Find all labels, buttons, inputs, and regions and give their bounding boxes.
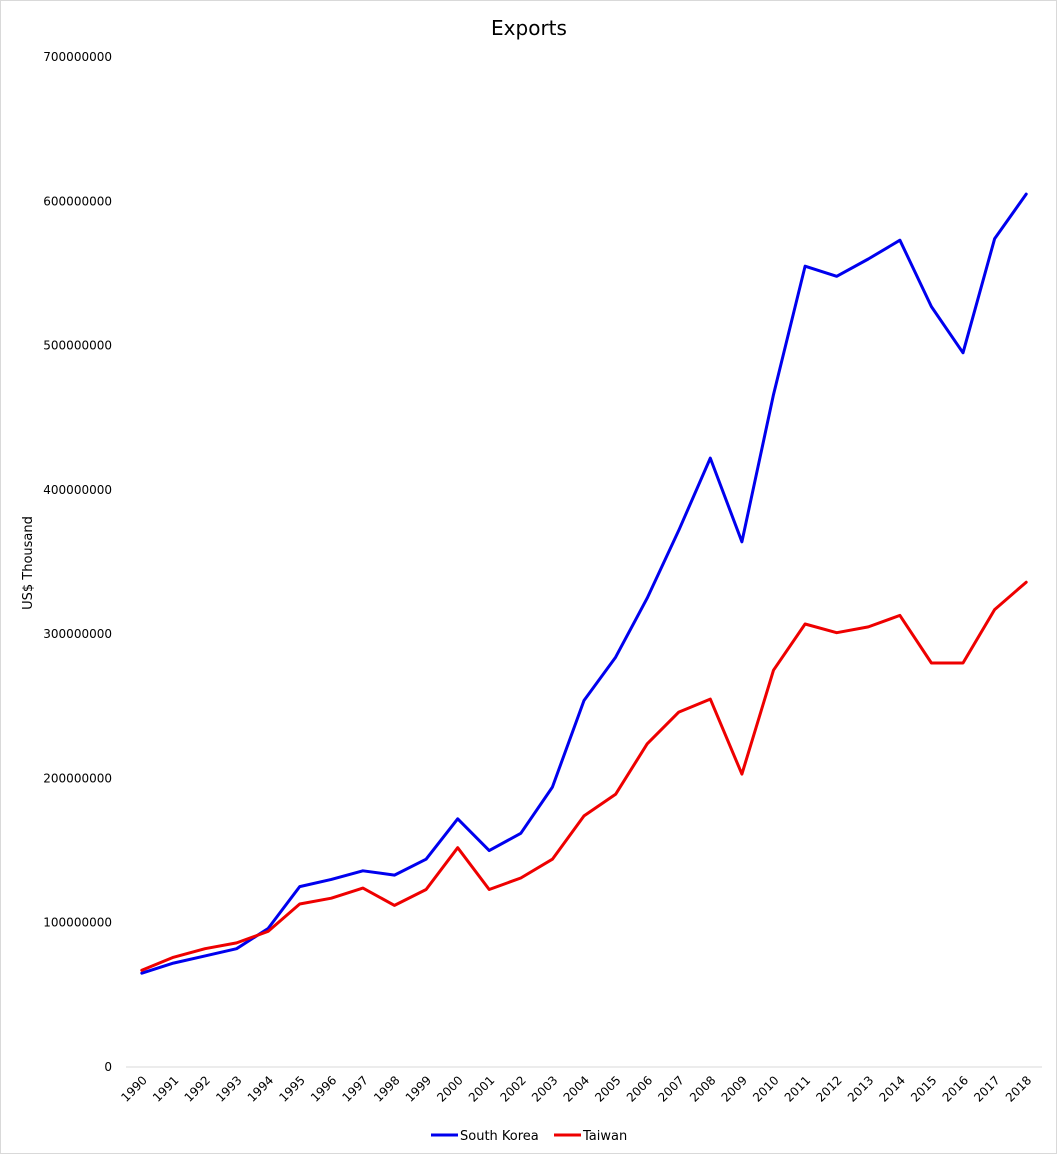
x-tick-label: 1990: [118, 1073, 149, 1104]
x-tick-label: 2009: [719, 1073, 750, 1104]
x-tick-label: 1992: [182, 1073, 213, 1104]
chart-title: Exports: [491, 16, 567, 40]
legend: South Korea Taiwan: [431, 1129, 627, 1144]
y-tick-label: 400000000: [43, 483, 112, 497]
y-tick-label: 600000000: [43, 194, 112, 208]
series-line-south-korea: [140, 192, 1028, 975]
x-tick-label: 2003: [529, 1073, 560, 1104]
x-tick-label: 1991: [150, 1073, 181, 1104]
series-line-taiwan: [140, 580, 1028, 972]
x-tick-label: 1997: [340, 1073, 371, 1104]
series-lines: [140, 192, 1028, 975]
y-axis-label: US$ Thousand: [21, 516, 36, 610]
x-tick-label: 1995: [276, 1073, 307, 1104]
x-tick-label: 2006: [624, 1073, 655, 1104]
x-tick-label: 1993: [213, 1073, 244, 1104]
legend-label-taiwan: Taiwan: [582, 1129, 627, 1144]
x-tick-label: 2010: [750, 1073, 781, 1104]
x-tick-label: 1994: [245, 1073, 276, 1104]
x-axis-ticks: 1990 1991 1992 1993 1994 1995 1996 1997 1998 1999…: [118, 1073, 1034, 1104]
x-tick-label: 2000: [434, 1073, 465, 1104]
x-tick-label: 2016: [940, 1073, 971, 1104]
x-tick-label: 2001: [466, 1073, 497, 1104]
x-tick-label: 1999: [403, 1073, 434, 1104]
x-tick-label: 1998: [371, 1073, 402, 1104]
y-tick-label: 200000000: [43, 771, 112, 785]
legend-label-south-korea: South Korea: [460, 1129, 539, 1144]
x-tick-label: 2004: [561, 1073, 592, 1104]
x-tick-label: 2013: [845, 1073, 876, 1104]
x-tick-label: 2015: [908, 1073, 939, 1104]
x-tick-label: 2008: [687, 1073, 718, 1104]
y-tick-label: 300000000: [43, 627, 112, 641]
x-tick-label: 2002: [497, 1073, 528, 1104]
x-tick-label: 2007: [655, 1073, 686, 1104]
y-tick-label: 500000000: [43, 339, 112, 353]
x-tick-label: 2014: [876, 1073, 907, 1104]
x-tick-label: 2018: [1003, 1073, 1034, 1104]
y-tick-label: 700000000: [43, 50, 112, 64]
x-tick-label: 1996: [308, 1073, 339, 1104]
x-tick-label: 2012: [813, 1073, 844, 1104]
y-tick-label: 100000000: [43, 916, 112, 930]
y-axis-ticks: 0 100000000 200000000 300000000 400000000 500…: [43, 50, 112, 1074]
x-tick-label: 2017: [971, 1073, 1002, 1104]
x-tick-label: 2005: [592, 1073, 623, 1104]
y-tick-label: 0: [104, 1060, 112, 1074]
x-tick-label: 2011: [782, 1073, 813, 1104]
